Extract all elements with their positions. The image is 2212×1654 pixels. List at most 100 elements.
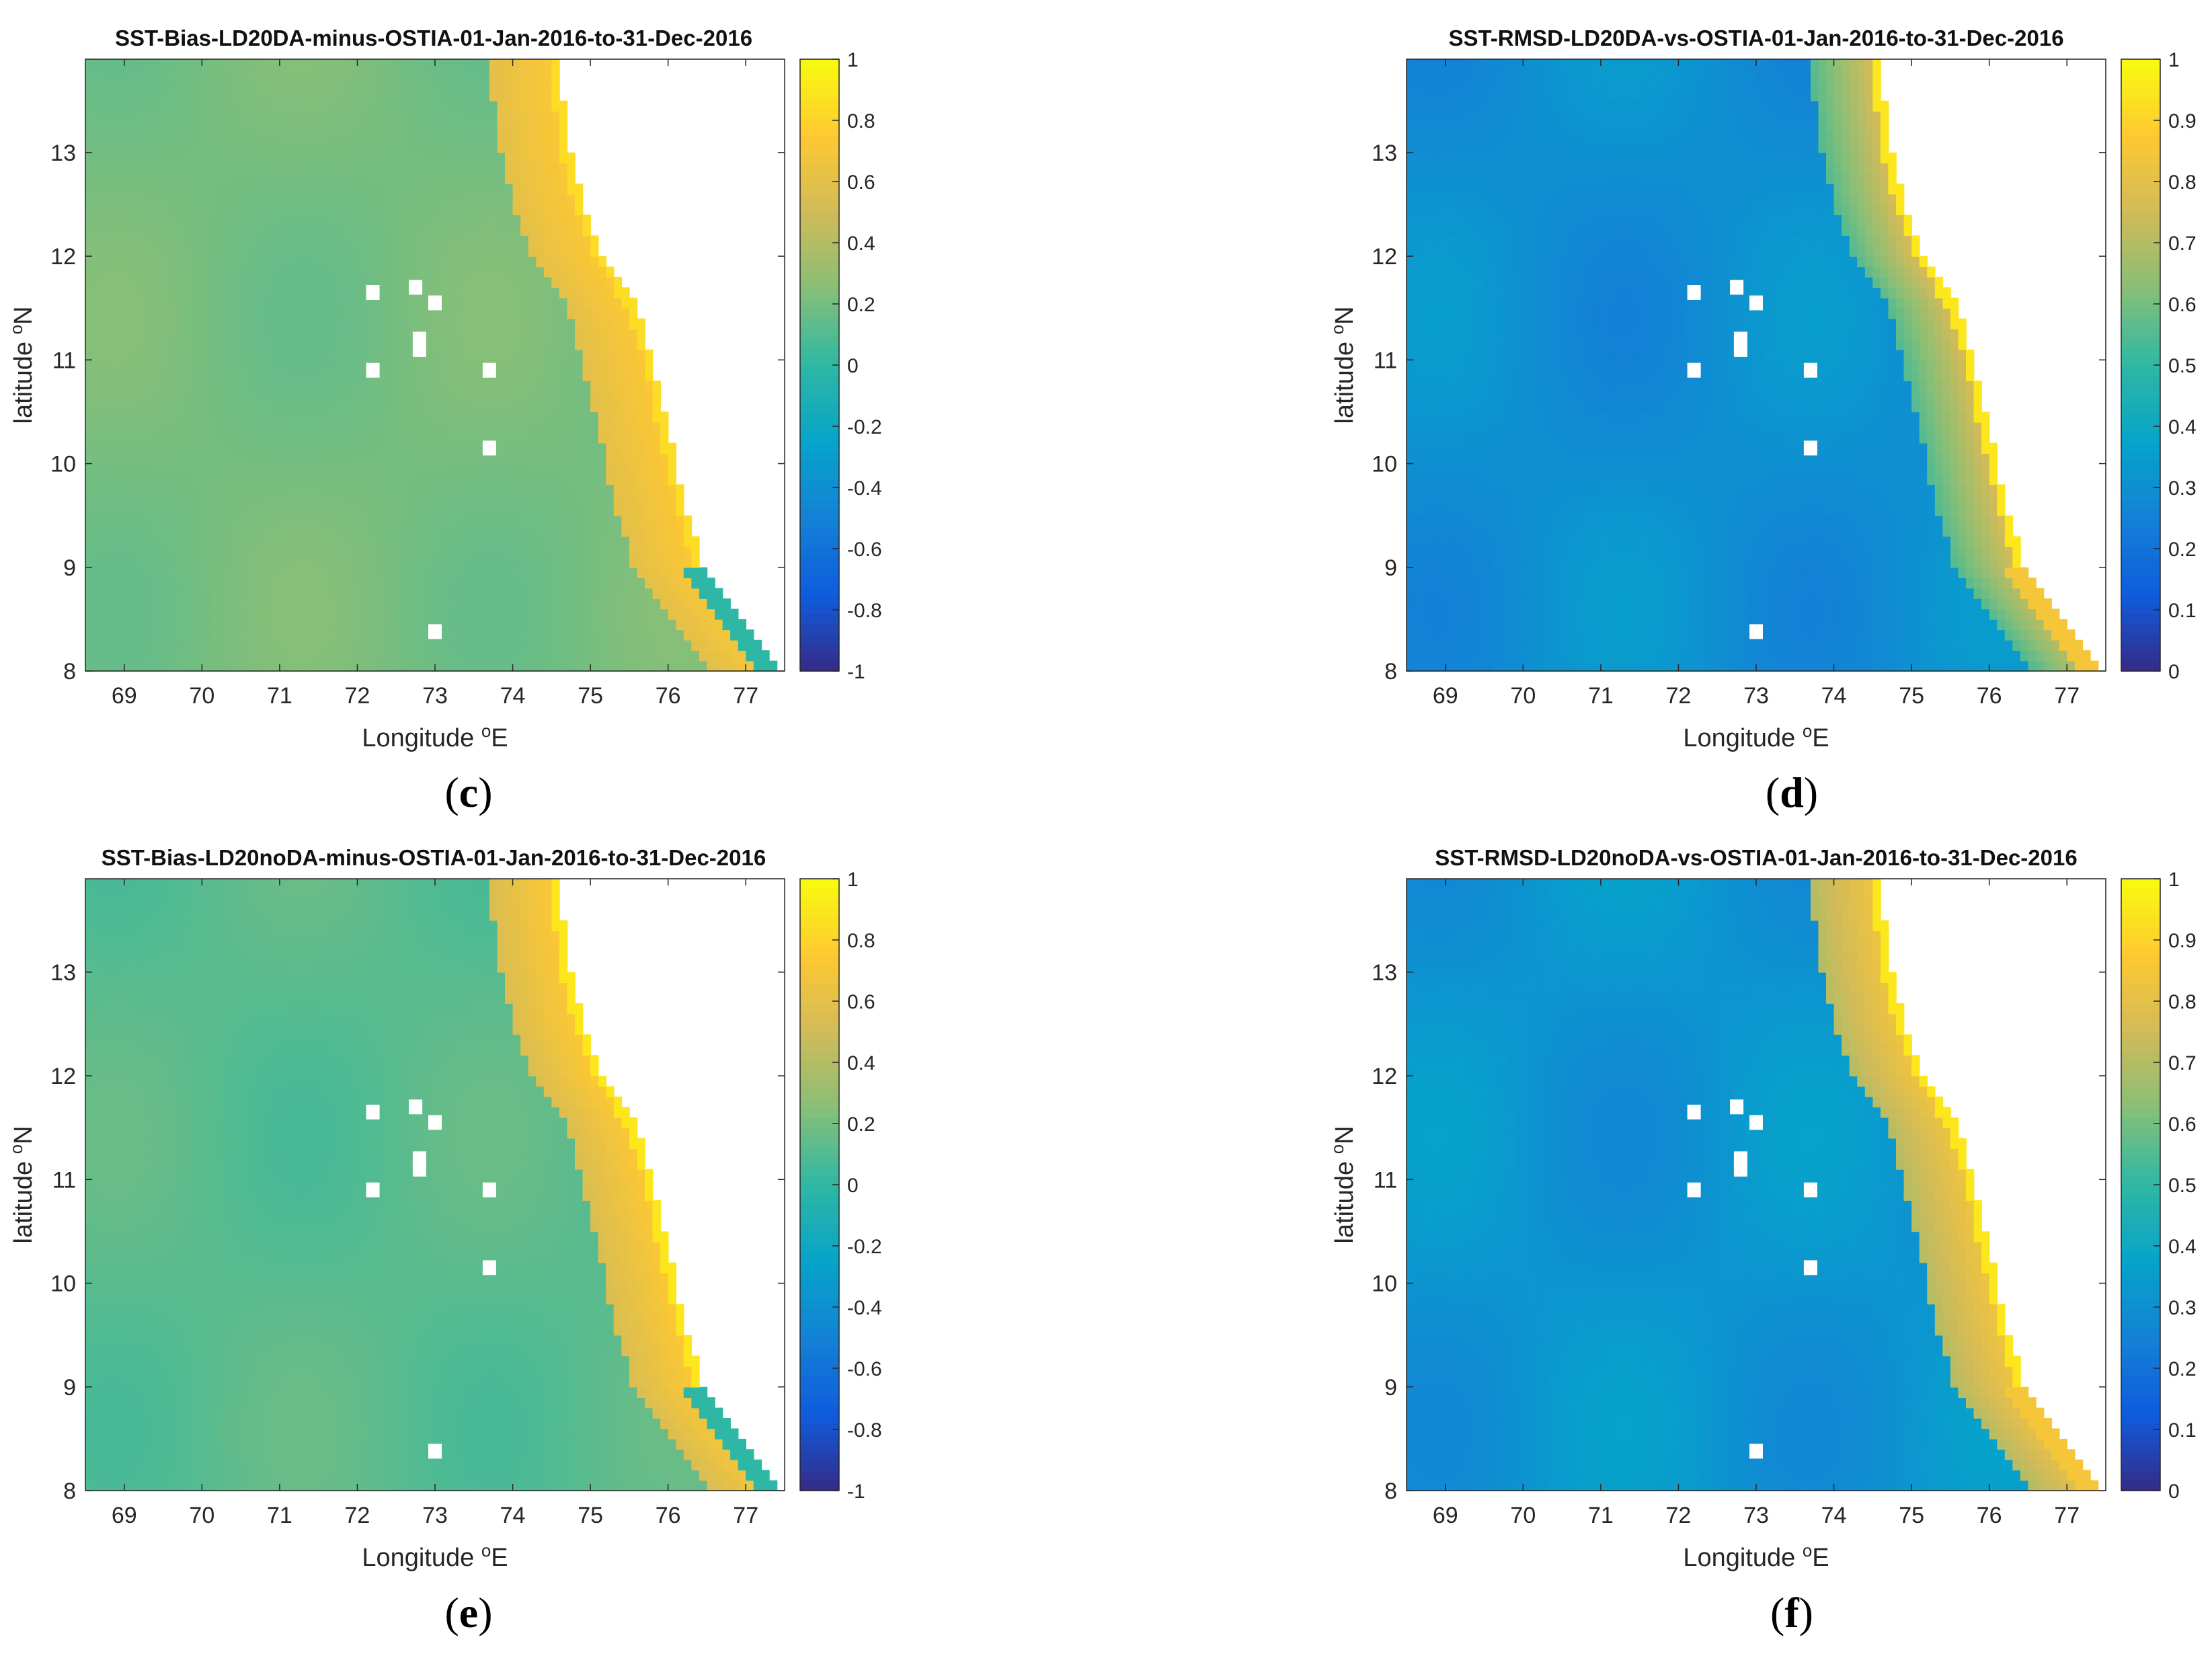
heatmap-cell bbox=[155, 111, 163, 122]
heatmap-cell bbox=[264, 557, 272, 567]
heatmap-cell bbox=[489, 256, 498, 267]
heatmap-cell bbox=[225, 608, 233, 619]
heatmap-cell bbox=[396, 339, 404, 350]
heatmap-cell bbox=[350, 101, 358, 112]
heatmap-cell bbox=[357, 235, 365, 246]
heatmap-cell bbox=[474, 194, 482, 205]
heatmap-cell bbox=[411, 598, 420, 609]
heatmap-cell bbox=[93, 256, 102, 267]
heatmap-cell bbox=[272, 256, 280, 267]
heatmap-cell bbox=[1966, 650, 1974, 661]
heatmap-cell bbox=[443, 153, 451, 163]
heatmap-cell bbox=[435, 101, 443, 112]
heatmap-cell bbox=[109, 194, 117, 205]
heatmap-cell bbox=[668, 650, 676, 661]
heatmap-cell bbox=[116, 142, 124, 153]
heatmap-cell bbox=[505, 90, 513, 101]
heatmap-cell bbox=[163, 381, 171, 391]
heatmap-cell bbox=[559, 339, 567, 350]
heatmap-cell bbox=[186, 173, 194, 184]
heatmap-cell bbox=[637, 484, 645, 495]
heatmap-cell bbox=[357, 350, 365, 360]
heatmap-cell bbox=[319, 246, 327, 257]
heatmap-cell bbox=[241, 298, 249, 309]
heatmap-cell bbox=[256, 163, 264, 173]
heatmap-cell bbox=[147, 464, 155, 475]
heatmap-cell bbox=[186, 90, 194, 101]
heatmap-cell bbox=[1818, 598, 1826, 609]
heatmap-cell bbox=[210, 557, 218, 567]
heatmap-cell bbox=[303, 381, 311, 391]
heatmap-cell bbox=[109, 339, 117, 350]
heatmap-cell bbox=[249, 184, 257, 194]
heatmap-cell bbox=[567, 557, 575, 567]
heatmap-cell bbox=[1461, 650, 1469, 661]
heatmap-cell bbox=[373, 153, 381, 163]
heatmap-cell bbox=[621, 287, 629, 298]
heatmap-cell bbox=[101, 432, 109, 443]
heatmap-cell bbox=[583, 484, 591, 495]
heatmap-cell bbox=[381, 256, 389, 267]
heatmap-cell bbox=[179, 184, 187, 194]
heatmap-cell bbox=[450, 453, 459, 464]
heatmap-cell bbox=[1492, 640, 1500, 651]
heatmap-cell bbox=[303, 298, 311, 309]
heatmap-cell bbox=[202, 194, 210, 205]
heatmap-cell bbox=[334, 608, 342, 619]
heatmap-cell bbox=[124, 629, 132, 640]
heatmap-cell bbox=[225, 287, 233, 298]
heatmap-cell bbox=[303, 495, 311, 506]
heatmap-cell bbox=[210, 101, 218, 112]
island-mask bbox=[413, 342, 426, 357]
heatmap-cell bbox=[334, 547, 342, 557]
heatmap-cell bbox=[536, 142, 544, 153]
heatmap-cell bbox=[396, 640, 404, 651]
colorbar-segment bbox=[800, 528, 839, 538]
heatmap-cell bbox=[303, 422, 311, 433]
heatmap-cell bbox=[256, 90, 264, 101]
heatmap-cell bbox=[93, 80, 102, 91]
heatmap-cell bbox=[559, 277, 567, 288]
heatmap-cell bbox=[1686, 619, 1694, 630]
heatmap-cell bbox=[217, 298, 225, 309]
heatmap-cell bbox=[396, 557, 404, 567]
heatmap-cell bbox=[1997, 650, 2005, 661]
heatmap-cell bbox=[202, 350, 210, 360]
heatmap-cell bbox=[1453, 650, 1461, 661]
heatmap-cell bbox=[85, 640, 93, 651]
heatmap-cell bbox=[194, 411, 202, 422]
heatmap-cell bbox=[272, 184, 280, 194]
heatmap-cell bbox=[342, 474, 350, 485]
heatmap-cell bbox=[357, 443, 365, 454]
heatmap-cell bbox=[280, 474, 288, 485]
heatmap-cell bbox=[528, 350, 537, 360]
heatmap-cell bbox=[489, 411, 498, 422]
heatmap-cell bbox=[350, 329, 358, 340]
heatmap-cell bbox=[684, 608, 692, 619]
heatmap-cell bbox=[194, 401, 202, 412]
heatmap-cell bbox=[389, 225, 397, 236]
heatmap-cell bbox=[1725, 650, 1733, 661]
heatmap-cell bbox=[536, 547, 544, 557]
heatmap-cell bbox=[528, 225, 537, 236]
heatmap-cell bbox=[303, 608, 311, 619]
heatmap-cell bbox=[551, 308, 559, 319]
heatmap-cell bbox=[1725, 598, 1733, 609]
heatmap-cell bbox=[163, 474, 171, 485]
heatmap-cell bbox=[179, 474, 187, 485]
heatmap-cell bbox=[85, 235, 93, 246]
heatmap-cell bbox=[163, 163, 171, 173]
heatmap-cell bbox=[606, 308, 614, 319]
heatmap-cell bbox=[551, 588, 559, 599]
heatmap-cell bbox=[411, 608, 420, 619]
heatmap-cell bbox=[411, 432, 420, 443]
heatmap-cell bbox=[466, 69, 474, 80]
heatmap-cell bbox=[233, 173, 241, 184]
heatmap-cell bbox=[1997, 661, 2005, 672]
heatmap-cell bbox=[140, 111, 148, 122]
heatmap-cell bbox=[334, 588, 342, 599]
heatmap-cell bbox=[1942, 650, 1950, 661]
heatmap-cell bbox=[497, 432, 505, 443]
heatmap-cell bbox=[427, 225, 435, 236]
heatmap-cell bbox=[1671, 661, 1679, 672]
